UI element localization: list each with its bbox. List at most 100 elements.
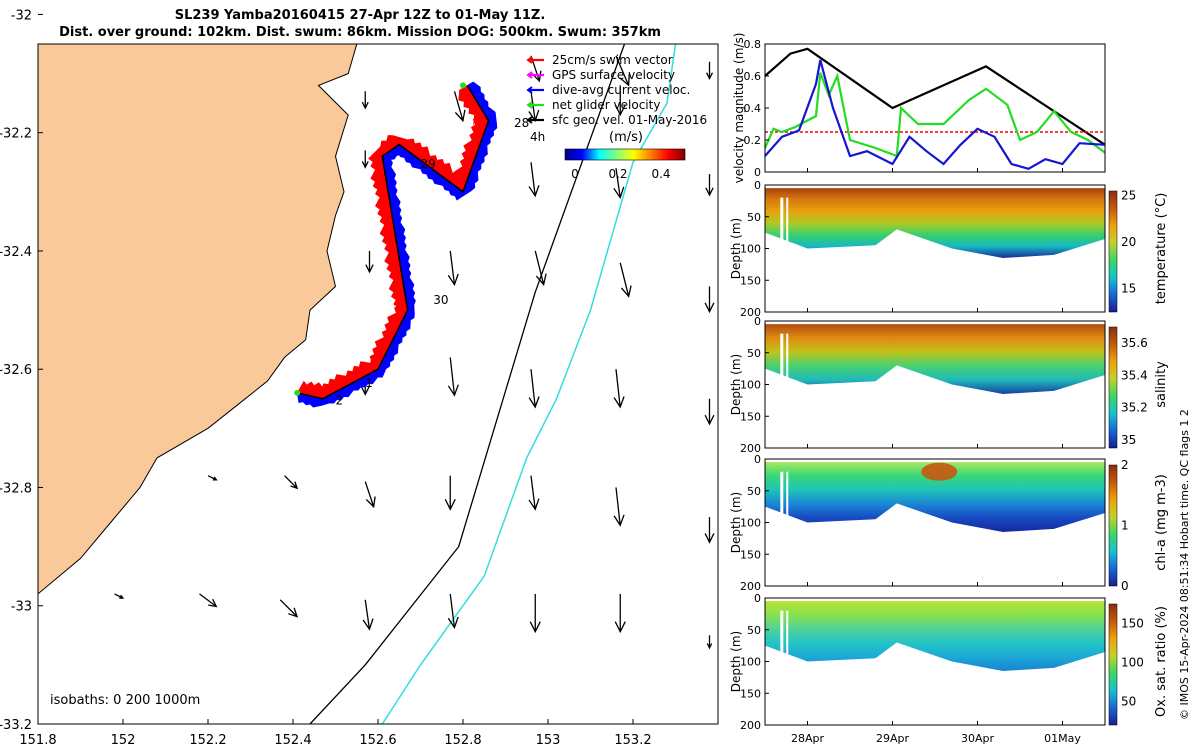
geo-vector-head	[212, 476, 218, 481]
geo-vector-shaft	[615, 168, 621, 198]
geo-vector-shaft	[207, 475, 217, 481]
section-colorbar-tick-label: 100	[1121, 656, 1144, 670]
legend-label: GPS surface velocity	[552, 68, 675, 82]
geo-vector-arrow	[528, 369, 540, 409]
map-x-tick-label: 152.2	[189, 733, 226, 748]
colorbar-tick-label: 0.4	[651, 167, 670, 181]
section-colorbar-label: salinity	[1154, 361, 1169, 408]
legend-arrowhead	[526, 71, 533, 79]
geo-vector-arrow	[613, 487, 625, 527]
geo-vector-shaft	[530, 369, 536, 408]
geo-vector-shaft	[619, 262, 630, 297]
section-colorbar	[1108, 190, 1118, 313]
geo-vector-arrow	[613, 369, 625, 409]
geo-vector-head	[362, 618, 374, 631]
geo-vector-shaft	[449, 357, 456, 396]
geo-vector-head	[447, 273, 459, 286]
section-data-gap	[786, 610, 789, 671]
geo-vector-arrow	[361, 91, 369, 110]
track-day-label: 1	[365, 376, 373, 390]
geo-vector-shaft	[615, 369, 621, 408]
geo-vector-head	[528, 396, 540, 409]
velocity-y-tick-label: 0	[754, 166, 761, 179]
section-colorbar-label: Ox. sat. ratio (%)	[1154, 606, 1169, 717]
section-colorbar-tick-label: 15	[1121, 282, 1136, 296]
legend-arrowhead	[526, 116, 533, 124]
section-y-axis-label: Depth (m)	[729, 354, 743, 415]
map-x-tick-label: 152	[111, 733, 136, 748]
geo-vector-arrow	[614, 85, 626, 117]
geo-vector-shaft	[114, 593, 124, 599]
geo-vector-head	[535, 273, 547, 286]
geo-vector-head	[288, 607, 299, 618]
section-y-tick-label: 200	[740, 306, 761, 319]
map-y-tick-label: -32.4	[0, 245, 32, 260]
section-data-gap	[780, 471, 784, 532]
geo-vector-head	[704, 302, 715, 314]
track-day-label: 2	[336, 394, 344, 408]
geo-vector-head	[614, 621, 626, 634]
section-data-gap	[780, 197, 784, 258]
title-line-1: SL239 Yamba20160415 27-Apr 12Z to 01-May…	[174, 8, 546, 23]
geo-vector-head	[528, 498, 540, 511]
section-colorbar-tick-label: 35	[1121, 433, 1136, 447]
section-y-tick-label: 50	[747, 624, 761, 637]
geo-vector-arrow	[447, 357, 459, 397]
legend-label: dive-avg current veloc.	[552, 83, 690, 97]
section-y-tick-label: 0	[754, 592, 761, 605]
geo-vector-arrow	[704, 398, 715, 426]
section-colorbar	[1108, 464, 1118, 587]
geo-vector-arrow	[705, 61, 714, 80]
geo-vector-shaft	[530, 162, 536, 196]
geo-vector-head	[528, 185, 540, 198]
geo-vector-arrow	[364, 481, 376, 509]
geo-vector-head	[290, 481, 299, 490]
map-x-tick-label: 152.4	[274, 733, 311, 748]
geo-vector-head	[620, 285, 632, 298]
map-y-tick-label: -32.2	[0, 127, 32, 142]
section-y-tick-label: 150	[740, 687, 761, 700]
velocity-y-axis-label: velocity magnitude (m/s)	[732, 33, 746, 184]
geo-vector-head	[619, 74, 630, 87]
section-colorbar-tick-label: 2	[1121, 458, 1129, 472]
glider-track-line	[297, 84, 490, 400]
section-x-tick-label: 01May	[1044, 732, 1081, 745]
section-colorbar-tick-label: 50	[1121, 695, 1136, 709]
map-y-tick-label: -32.8	[0, 481, 32, 496]
geo-vector-shaft	[449, 250, 456, 285]
geo-vector-head	[444, 498, 456, 511]
map-y-tick-label: -33.2	[0, 718, 32, 733]
section-y-tick-label: 100	[740, 243, 761, 256]
section-data-gap	[780, 610, 784, 671]
section-data-gap	[786, 471, 789, 532]
geo-vector-arrow	[447, 593, 459, 629]
section-colorbar-tick-label: 35.4	[1121, 368, 1148, 382]
legend-label: net glider velocity	[552, 98, 660, 112]
section-data-gap	[786, 333, 789, 394]
section-data-gap	[780, 333, 784, 394]
section-y-tick-label: 100	[740, 379, 761, 392]
section-y-tick-label: 50	[747, 211, 761, 224]
geo-vector-arrow	[365, 250, 374, 274]
legend-arrowhead	[526, 86, 533, 94]
section-y-tick-label: 150	[740, 410, 761, 423]
track-day-label: 30	[433, 293, 448, 307]
geo-vector-arrow	[284, 475, 299, 490]
geo-vector-arrow	[361, 150, 369, 169]
geo-vector-shaft	[364, 481, 375, 507]
map-x-tick-label: 152.6	[359, 733, 396, 748]
colorbar-unit-label: (m/s)	[609, 130, 643, 145]
geo-vector-arrow	[453, 91, 466, 123]
section-y-tick-label: 100	[740, 656, 761, 669]
geo-vector-arrow	[528, 475, 540, 511]
isobath-legend-label: isobaths: 0 200 1000m	[50, 693, 200, 708]
section-y-tick-label: 0	[754, 453, 761, 466]
geo-vector-head	[704, 533, 715, 544]
section-y-tick-label: 150	[740, 274, 761, 287]
map-y-tick-label: -32	[11, 8, 32, 23]
section-colorbar-tick-label: 35.2	[1121, 401, 1148, 415]
geo-vector-shaft	[284, 475, 298, 489]
geo-vector-head	[529, 621, 541, 634]
section-heatmap-fill	[765, 462, 1105, 532]
section-y-tick-label: 0	[754, 179, 761, 192]
